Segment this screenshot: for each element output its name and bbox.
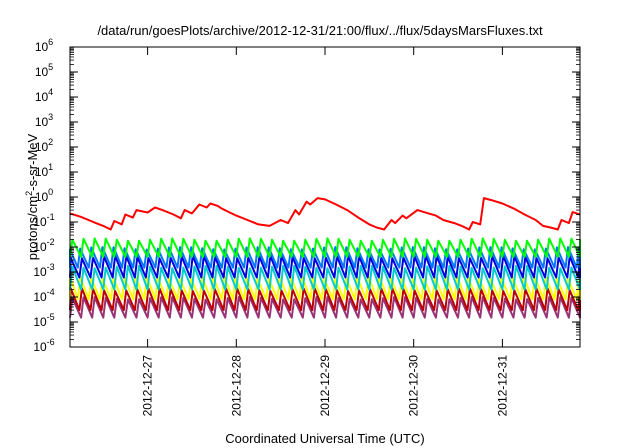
series-layer bbox=[69, 197, 581, 319]
y-tick-label: 102 bbox=[35, 137, 53, 154]
y-axis-label: protons/cm2-s-sr-MeV bbox=[24, 133, 40, 260]
flux-series-line bbox=[69, 237, 581, 258]
flux-series-line bbox=[69, 296, 581, 319]
y-tick-label: 10-3 bbox=[33, 262, 54, 279]
y-axis-label-base: protons/cm bbox=[25, 196, 40, 260]
chart-title: /data/run/goesPlots/archive/2012-12-31/2… bbox=[97, 23, 543, 38]
x-tick-label: 2012-12-29 bbox=[318, 355, 332, 417]
flux-series-line-red bbox=[69, 197, 581, 231]
flux-series-line bbox=[69, 254, 581, 279]
x-tick-label: 2012-12-28 bbox=[229, 355, 243, 417]
x-tick-label: 2012-12-31 bbox=[495, 355, 509, 417]
y-tick-label: 101 bbox=[35, 162, 53, 179]
y-axis: 10-6 10-5 10-4 10-3 10-2 10-1 100 101 102 103 104 1… bbox=[33, 37, 580, 354]
x-axis-label: Coordinated Universal Time (UTC) bbox=[225, 431, 424, 446]
y-tick-label: 10-4 bbox=[33, 287, 54, 304]
x-tick-label: 2012-12-27 bbox=[141, 355, 155, 417]
y-tick-label: 10-5 bbox=[33, 312, 54, 329]
y-tick-label: 103 bbox=[35, 112, 53, 129]
y-tick-label: 10-2 bbox=[33, 237, 54, 254]
flux-series-line bbox=[69, 287, 581, 312]
y-tick-label: 10-1 bbox=[33, 212, 54, 229]
x-tick-label: 2012-12-30 bbox=[407, 355, 421, 417]
y-axis-label-sup: 2 bbox=[24, 191, 34, 196]
y-tick-label: 104 bbox=[35, 87, 53, 104]
flux-series-line bbox=[69, 264, 581, 291]
y-tick-label: 10-6 bbox=[33, 337, 54, 354]
y-axis-label-rest: -s-sr-MeV bbox=[25, 133, 40, 190]
y-tick-label: 105 bbox=[35, 62, 53, 79]
y-tick-label: 106 bbox=[35, 37, 53, 54]
x-axis: 2012-12-27 2012-12-28 2012-12-29 2012-12-30… bbox=[141, 47, 509, 417]
y-tick-label: 100 bbox=[35, 187, 53, 204]
